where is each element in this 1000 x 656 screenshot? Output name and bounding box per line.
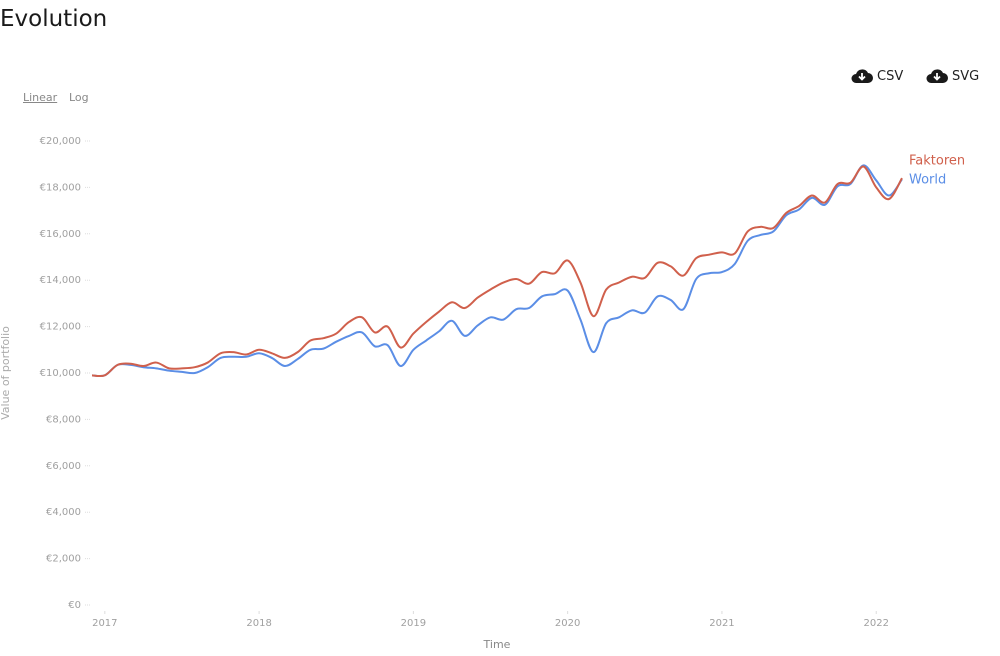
scale-option[interactable]: Linear: [23, 91, 58, 104]
x-tick-label: 2021: [709, 618, 734, 629]
scale-option[interactable]: Log: [69, 91, 89, 104]
download-button[interactable]: CSV: [851, 67, 903, 85]
x-tick-label: 2022: [864, 618, 889, 629]
x-tick-label: 2018: [246, 618, 271, 629]
x-tick-label: 2019: [401, 618, 426, 629]
x-tick-label: 2017: [92, 618, 117, 629]
y-tick-label: €2,000: [46, 554, 81, 565]
series-line: [91, 165, 903, 378]
page-title: Evolution: [0, 6, 108, 32]
y-tick-label: €10,000: [40, 368, 81, 379]
legend-label: World: [909, 173, 946, 188]
y-axis-label: Value of portfolio: [0, 326, 12, 420]
y-tick-label: €0: [68, 600, 81, 611]
y-tick-label: €20,000: [40, 136, 81, 147]
y-tick-label: €8,000: [46, 414, 81, 425]
download-label: SVG: [952, 68, 980, 84]
y-tick-label: €4,000: [46, 507, 81, 518]
x-tick-label: 2020: [555, 618, 580, 629]
y-tick-label: €18,000: [40, 182, 81, 193]
download-icon: [851, 69, 873, 83]
download-icon: [926, 69, 948, 83]
x-axis-label: Time: [483, 638, 511, 651]
y-tick-label: €6,000: [46, 461, 81, 472]
y-tick-label: €16,000: [40, 229, 81, 240]
series-line: [91, 164, 903, 378]
legend-label: Faktoren: [909, 154, 965, 169]
download-label: CSV: [877, 68, 904, 84]
download-button[interactable]: SVG: [926, 67, 979, 85]
y-tick-label: €12,000: [40, 322, 81, 333]
y-tick-label: €14,000: [40, 275, 81, 286]
